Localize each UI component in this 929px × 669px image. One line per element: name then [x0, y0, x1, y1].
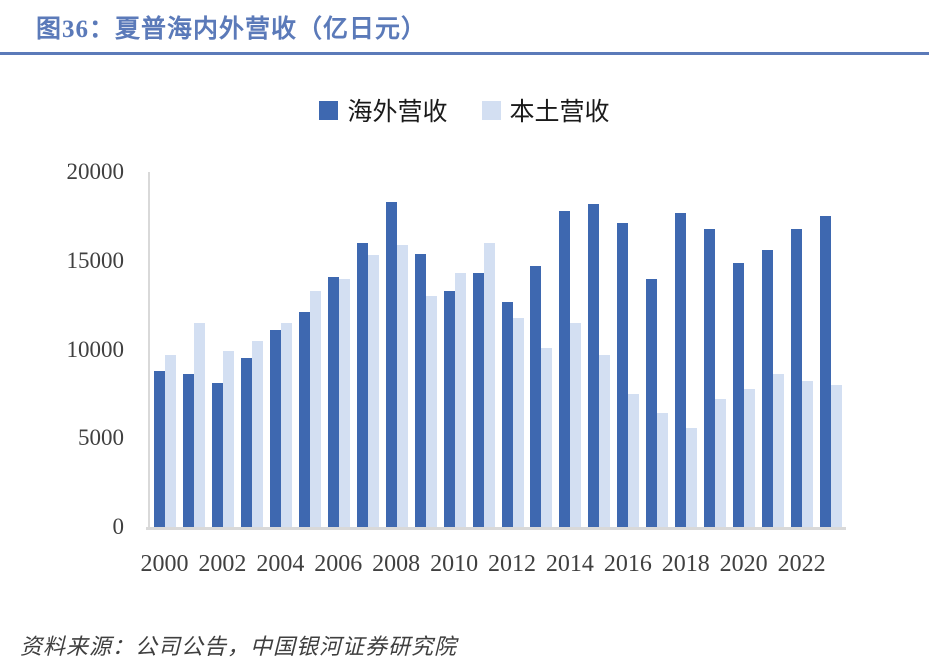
figure-title: 图36：夏普海内外营收（亿日元） [36, 16, 428, 43]
domestic-swatch-icon [481, 100, 501, 120]
bar-overseas-2005 [298, 312, 310, 527]
bar-overseas-2006 [327, 276, 339, 527]
bar-domestic-2018 [686, 427, 698, 527]
x-axis-tick-label: 2008 [372, 551, 421, 577]
bar-overseas-2020 [733, 262, 745, 527]
bar-overseas-2002 [211, 383, 223, 527]
overseas-swatch-icon [319, 100, 339, 120]
bar-domestic-2020 [744, 388, 756, 527]
x-axis-tick-label: 2012 [487, 551, 536, 577]
y-axis-tick-label: 5000 [78, 425, 124, 451]
bar-domestic-2005 [309, 290, 321, 527]
bar-overseas-2012 [501, 301, 513, 527]
bar-overseas-2009 [414, 253, 426, 527]
bar-domestic-2006 [338, 278, 350, 527]
bar-overseas-2022 [791, 228, 803, 527]
y-axis-tick-label: 15000 [66, 247, 125, 273]
bar-domestic-2016 [628, 393, 640, 527]
y-axis-line [148, 172, 150, 527]
bar-domestic-2023 [831, 385, 843, 527]
bar-overseas-2018 [675, 212, 687, 527]
bar-domestic-2013 [541, 347, 553, 527]
bar-overseas-2013 [530, 266, 542, 527]
bar-overseas-2011 [472, 273, 484, 527]
bar-overseas-2016 [617, 223, 629, 527]
bar-domestic-2022 [802, 381, 814, 527]
x-axis-tick-label: 2010 [430, 551, 479, 577]
bar-overseas-2021 [762, 250, 774, 527]
bar-domestic-2002 [222, 351, 234, 527]
x-axis-tick-label: 2022 [777, 551, 826, 577]
bar-domestic-2017 [657, 413, 669, 527]
legend-label-overseas: 海外营收 [347, 99, 448, 126]
bar-domestic-2001 [193, 322, 205, 527]
bar-domestic-2007 [367, 255, 379, 527]
x-axis-tick-label: 2020 [719, 551, 768, 577]
bar-domestic-2010 [454, 273, 466, 527]
bar-domestic-2004 [280, 322, 292, 527]
bar-domestic-2009 [425, 296, 437, 527]
bar-overseas-2010 [443, 290, 455, 527]
x-axis-line [146, 527, 846, 530]
bar-overseas-2001 [182, 374, 194, 527]
legend-item-overseas: 海外营收 [319, 92, 448, 128]
bar-overseas-2017 [646, 278, 658, 527]
bar-domestic-2003 [251, 340, 263, 527]
bar-domestic-2015 [599, 354, 611, 527]
bar-domestic-2008 [396, 244, 408, 527]
bar-overseas-2007 [356, 243, 368, 527]
bar-overseas-2023 [820, 216, 832, 527]
x-axis-tick-label: 2016 [603, 551, 652, 577]
x-axis-tick-label: 2000 [140, 551, 189, 577]
bar-domestic-2011 [483, 243, 495, 527]
bar-overseas-2008 [385, 202, 397, 527]
bar-overseas-2014 [559, 211, 571, 527]
source-note: 资料来源：公司公告，中国银河证券研究院 [20, 634, 458, 659]
x-axis-tick-label: 2018 [661, 551, 710, 577]
bar-domestic-2014 [570, 322, 582, 527]
bar-domestic-2021 [773, 374, 785, 527]
bar-overseas-2000 [154, 370, 165, 527]
bar-overseas-2015 [588, 203, 600, 527]
bar-overseas-2004 [269, 329, 281, 527]
x-axis-tick-label: 2006 [314, 551, 363, 577]
bar-domestic-2019 [715, 399, 727, 527]
x-axis-tick-label: 2004 [256, 551, 305, 577]
bar-overseas-2019 [704, 228, 716, 527]
bar-overseas-2003 [240, 358, 252, 527]
y-axis-tick-label: 10000 [66, 336, 125, 362]
legend-item-domestic: 本土营收 [481, 92, 610, 128]
y-axis-tick-label: 0 [112, 514, 125, 539]
x-axis-tick-label: 2014 [545, 551, 594, 577]
legend-label-domestic: 本土营收 [509, 99, 610, 126]
title-divider-rule [0, 52, 929, 55]
bar-domestic-2012 [512, 317, 524, 527]
x-axis-tick-label: 2002 [198, 551, 247, 577]
bar-domestic-2000 [165, 354, 176, 527]
chart-legend: 海外营收 本土营收 [0, 92, 929, 128]
y-axis-tick-label: 20000 [66, 159, 125, 184]
